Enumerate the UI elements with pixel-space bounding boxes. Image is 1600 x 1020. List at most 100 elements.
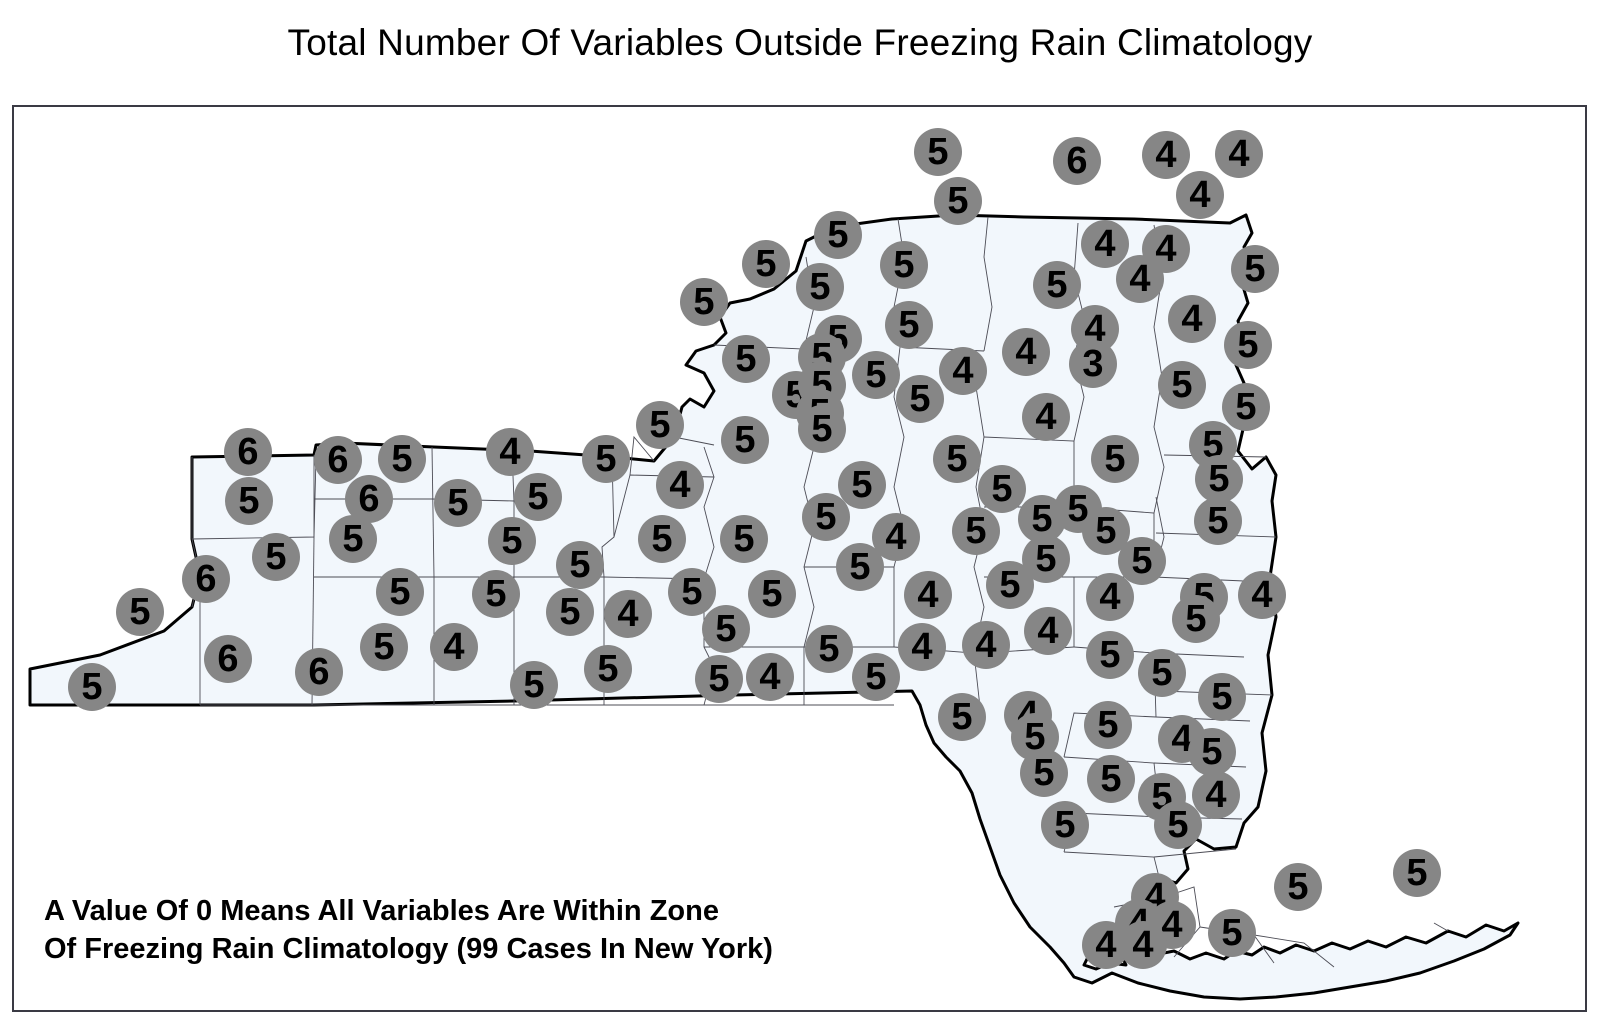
station-marker: 4 — [430, 623, 478, 671]
station-marker: 5 — [668, 568, 716, 616]
station-marker: 6 — [295, 648, 343, 696]
station-marker: 5 — [1274, 863, 1322, 911]
station-marker: 5 — [1231, 245, 1279, 293]
station-marker: 5 — [798, 405, 846, 453]
station-marker: 5 — [1188, 728, 1236, 776]
station-marker: 5 — [1195, 455, 1243, 503]
station-marker: 4 — [962, 621, 1010, 669]
station-marker: 5 — [510, 661, 558, 709]
station-marker: 5 — [838, 461, 886, 509]
station-marker: 4 — [1238, 571, 1286, 619]
station-marker: 6 — [224, 428, 272, 476]
station-marker: 4 — [904, 571, 952, 619]
station-marker: 5 — [636, 401, 684, 449]
station-marker: 5 — [1198, 673, 1246, 721]
station-marker: 5 — [814, 211, 862, 259]
station-marker: 5 — [225, 477, 273, 525]
station-marker: 5 — [721, 416, 769, 464]
station-marker: 5 — [360, 623, 408, 671]
station-marker: 5 — [1222, 383, 1270, 431]
station-marker: 4 — [1081, 220, 1129, 268]
station-marker: 5 — [1020, 749, 1068, 797]
station-marker: 5 — [1087, 755, 1135, 803]
station-marker: 5 — [978, 465, 1026, 513]
station-marker: 5 — [116, 588, 164, 636]
station-marker: 5 — [695, 655, 743, 703]
station-marker: 5 — [836, 543, 884, 591]
station-marker: 5 — [1041, 801, 1089, 849]
station-marker: 5 — [1224, 321, 1272, 369]
station-marker: 4 — [1215, 130, 1263, 178]
station-marker: 5 — [1084, 701, 1132, 749]
station-marker: 6 — [1053, 137, 1101, 185]
station-marker: 4 — [1116, 255, 1164, 303]
station-marker: 4 — [1176, 171, 1224, 219]
station-marker: 5 — [896, 375, 944, 423]
station-marker: 5 — [252, 533, 300, 581]
station-marker: 5 — [748, 570, 796, 618]
station-marker: 4 — [1024, 607, 1072, 655]
station-marker: 4 — [746, 653, 794, 701]
station-marker: 6 — [204, 635, 252, 683]
station-marker: 5 — [720, 515, 768, 563]
station-marker: 5 — [934, 177, 982, 225]
station-marker: 5 — [914, 128, 962, 176]
station-marker: 5 — [1208, 909, 1256, 957]
station-marker: 5 — [1154, 801, 1202, 849]
station-marker: 4 — [898, 623, 946, 671]
station-marker: 5 — [933, 435, 981, 483]
station-marker: 5 — [805, 625, 853, 673]
station-marker: 5 — [1118, 537, 1166, 585]
station-marker: 4 — [1022, 393, 1070, 441]
annotation-note: A Value Of 0 Means All Variables Are Wit… — [44, 893, 1054, 968]
station-marker: 5 — [796, 263, 844, 311]
station-marker: 5 — [885, 301, 933, 349]
station-marker: 4 — [1168, 295, 1216, 343]
map-panel: 5644545445545555454555435545555455556554… — [12, 105, 1587, 1012]
station-marker: 4 — [1192, 771, 1240, 819]
station-marker: 5 — [1086, 631, 1134, 679]
station-marker: 4 — [1086, 573, 1134, 621]
station-marker: 5 — [472, 570, 520, 618]
station-marker: 5 — [376, 568, 424, 616]
station-marker: 3 — [1069, 340, 1117, 388]
station-marker: 5 — [722, 335, 770, 383]
station-marker: 4 — [1002, 328, 1050, 376]
station-marker: 5 — [582, 435, 630, 483]
station-marker: 5 — [680, 278, 728, 326]
station-marker: 5 — [702, 605, 750, 653]
station-marker: 5 — [329, 515, 377, 563]
station-marker: 5 — [938, 693, 986, 741]
station-marker: 5 — [852, 653, 900, 701]
station-marker: 5 — [986, 561, 1034, 609]
station-marker: 5 — [1138, 649, 1186, 697]
annotation-line-1: A Value Of 0 Means All Variables Are Wit… — [44, 895, 719, 927]
station-marker: 5 — [742, 240, 790, 288]
station-marker-layer: 5644545445545555454555435545555455556554… — [14, 107, 1585, 1010]
page-title: Total Number Of Variables Outside Freezi… — [287, 22, 1313, 63]
station-marker: 5 — [1022, 535, 1070, 583]
station-marker: 5 — [638, 515, 686, 563]
annotation-line-2: Of Freezing Rain Climatology (99 Cases I… — [44, 932, 773, 965]
station-marker: 5 — [488, 517, 536, 565]
station-marker: 5 — [802, 493, 850, 541]
station-marker: 4 — [1142, 131, 1190, 179]
station-marker: 5 — [1194, 497, 1242, 545]
station-marker: 5 — [1091, 435, 1139, 483]
station-marker: 5 — [546, 588, 594, 636]
station-marker: 5 — [584, 645, 632, 693]
station-marker: 4 — [656, 461, 704, 509]
station-marker: 6 — [182, 555, 230, 603]
station-marker: 5 — [1172, 595, 1220, 643]
station-marker: 5 — [434, 479, 482, 527]
station-marker: 5 — [852, 351, 900, 399]
station-marker: 5 — [952, 507, 1000, 555]
station-marker: 4 — [486, 428, 534, 476]
station-marker: 4 — [939, 347, 987, 395]
station-marker: 5 — [1158, 361, 1206, 409]
station-marker: 4 — [604, 590, 652, 638]
station-marker: 4 — [1119, 921, 1167, 969]
station-marker: 5 — [556, 541, 604, 589]
station-marker: 5 — [378, 435, 426, 483]
station-marker: 5 — [68, 663, 116, 711]
